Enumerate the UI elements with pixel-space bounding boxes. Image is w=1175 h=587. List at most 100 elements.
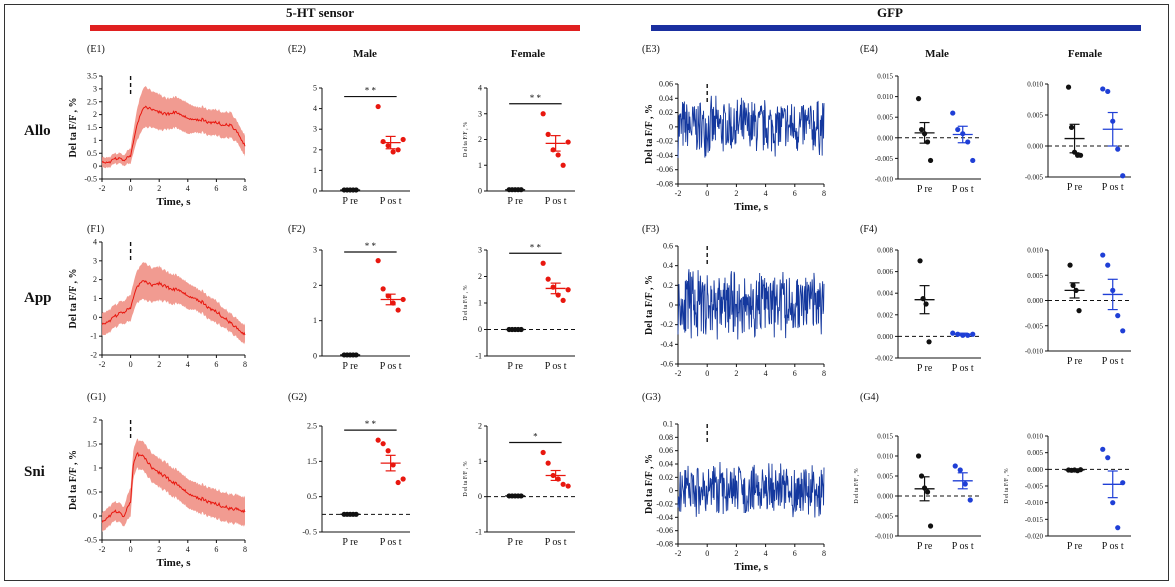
panel-f4f: -0.010 -0.005 0.000 0.005 0.010 P re P os t — [1025, 247, 1131, 367]
data-point — [540, 260, 546, 266]
x-axis-label: Time, s — [156, 196, 191, 208]
y-axis-label: Del ta F/F , % — [68, 98, 79, 158]
x-tick-label: 2 — [157, 360, 161, 369]
x-tick-label: 6 — [793, 549, 797, 558]
y-tick-label: -0.005 — [1025, 174, 1044, 182]
y-tick-label: 1 — [478, 457, 482, 466]
y-tick-label: 0 — [669, 486, 673, 495]
x-tick-label: 8 — [243, 184, 247, 193]
x-tick-label: 2 — [734, 189, 738, 198]
x-tick-label: 4 — [186, 184, 190, 193]
y-tick-label: -0.02 — [656, 137, 673, 146]
y-tick-label: 1 — [478, 161, 482, 170]
panel-e4: (E4) -0.010 -0.005 0.000 0.005 0.010 0.015 P re… — [860, 44, 981, 195]
data-point — [962, 481, 968, 487]
y-tick-label: 2 — [93, 275, 97, 284]
banner-left-bar — [90, 25, 580, 31]
y-tick-label: -0.005 — [1025, 322, 1044, 330]
panels-layer: (E1) -0.5 0 0.5 1 1.5 2 2.5 3 3.5 Del ta F/F , % -2… — [68, 44, 1131, 573]
y-tick-label: 1 — [93, 464, 97, 473]
data-point — [375, 437, 381, 443]
y-tick-label: -2 — [90, 351, 97, 360]
panel-label: (E2) — [288, 44, 306, 55]
y-tick-label: 5 — [313, 84, 317, 93]
banner-left-title: 5-HT sensor — [286, 5, 354, 20]
data-point — [375, 258, 381, 264]
data-point — [957, 467, 963, 473]
panel-g2: (G2) -0. 5 0.5 1.5 2.5 P re P os t * * — [288, 392, 410, 548]
y-tick-label: 1.5 — [87, 123, 97, 132]
y-tick-label: 0.4 — [663, 261, 673, 270]
x-tick-label: P os t — [545, 361, 567, 372]
x-tick-label: 0 — [129, 545, 133, 554]
x-axis-label: Time, s — [734, 201, 769, 213]
y-tick-label: 3 — [478, 246, 482, 255]
y-tick-label: -0.010 — [1025, 499, 1044, 507]
data-point — [952, 463, 958, 469]
x-tick-label: P os t — [545, 196, 567, 207]
y-tick-label: 0.008 — [877, 247, 893, 255]
y-tick-label: 0.010 — [1027, 247, 1043, 255]
data-point — [917, 258, 923, 264]
y-tick-label: -1 — [475, 528, 482, 537]
panel-e4f: -0.005 0.000 0.005 0.010 P re P os t — [1025, 81, 1131, 193]
y-tick-label: -0.08 — [656, 540, 673, 549]
banner-right-bar — [651, 25, 1141, 31]
y-tick-label: 0.1 — [663, 420, 673, 429]
header-male-5ht: Male — [353, 48, 377, 60]
x-tick-label: P re — [507, 196, 523, 207]
y-tick-label: 0 — [669, 301, 673, 310]
data-point — [1105, 88, 1111, 95]
data-point — [545, 460, 551, 466]
panel-g4: (G4) -0.010 -0.005 0.000 0.005 0.010 0.015 D el… — [854, 392, 981, 552]
x-tick-label: P re — [507, 361, 523, 372]
data-point — [915, 453, 922, 459]
y-tick-label: 0.010 — [1027, 433, 1043, 441]
data-point — [385, 143, 391, 149]
x-tick-label: P re — [342, 196, 358, 207]
y-tick-label: 0.005 — [1027, 112, 1043, 120]
y-tick-label: 2.5 — [87, 97, 97, 106]
x-tick-label: 2 — [157, 184, 161, 193]
y-tick-label: -0.002 — [875, 355, 894, 363]
y-tick-label: 0.08 — [659, 433, 673, 442]
y-tick-label: 0.000 — [877, 134, 893, 142]
data-point — [1115, 525, 1121, 531]
figure-frame — [4, 4, 1169, 581]
x-tick-label: 0 — [705, 549, 709, 558]
data-point — [1077, 152, 1084, 158]
mean-trace — [101, 280, 246, 336]
x-tick-label: 6 — [214, 360, 218, 369]
y-tick-label: -0.04 — [656, 513, 673, 522]
panel-g1: (G1) -0.5 0 0.5 1 1.5 2 Del ta F/F , % -2 0 2 4 6 8 Ti… — [68, 392, 247, 569]
significance-label: * * — [365, 419, 377, 429]
data-point — [1110, 500, 1116, 506]
y-tick-label: 0 — [478, 492, 482, 501]
y-tick-label: -1 — [475, 352, 482, 361]
y-tick-label: 0.006 — [877, 268, 893, 276]
x-tick-label: 8 — [822, 189, 826, 198]
x-tick-label: P os t — [1102, 356, 1124, 367]
x-tick-label: P os t — [380, 537, 402, 548]
data-point — [1105, 262, 1111, 268]
y-tick-label: -0.04 — [656, 151, 673, 160]
row-label-allo: Allo — [24, 123, 51, 139]
y-tick-label: 0.6 — [663, 242, 673, 251]
y-tick-label: -0.005 — [875, 513, 894, 521]
data-point — [565, 139, 571, 145]
panel-label: (E4) — [860, 44, 878, 55]
y-tick-label: 0.06 — [659, 80, 673, 89]
y-tick-label: 3 — [93, 256, 97, 265]
x-tick-label: 2 — [157, 545, 161, 554]
x-tick-label: P re — [1067, 182, 1083, 193]
data-point — [1076, 308, 1082, 314]
y-axis-label: D el ta F/F , % — [463, 122, 469, 157]
y-tick-label: 2 — [313, 281, 317, 290]
data-point — [540, 111, 546, 117]
y-tick-label: -0.08 — [656, 180, 673, 189]
panel-label: (G3) — [642, 392, 661, 403]
y-tick-label: 0.015 — [877, 73, 893, 81]
y-tick-label: 0.000 — [877, 333, 893, 341]
y-tick-label: 2.5 — [307, 422, 317, 431]
y-tick-label: 3 — [313, 125, 317, 134]
